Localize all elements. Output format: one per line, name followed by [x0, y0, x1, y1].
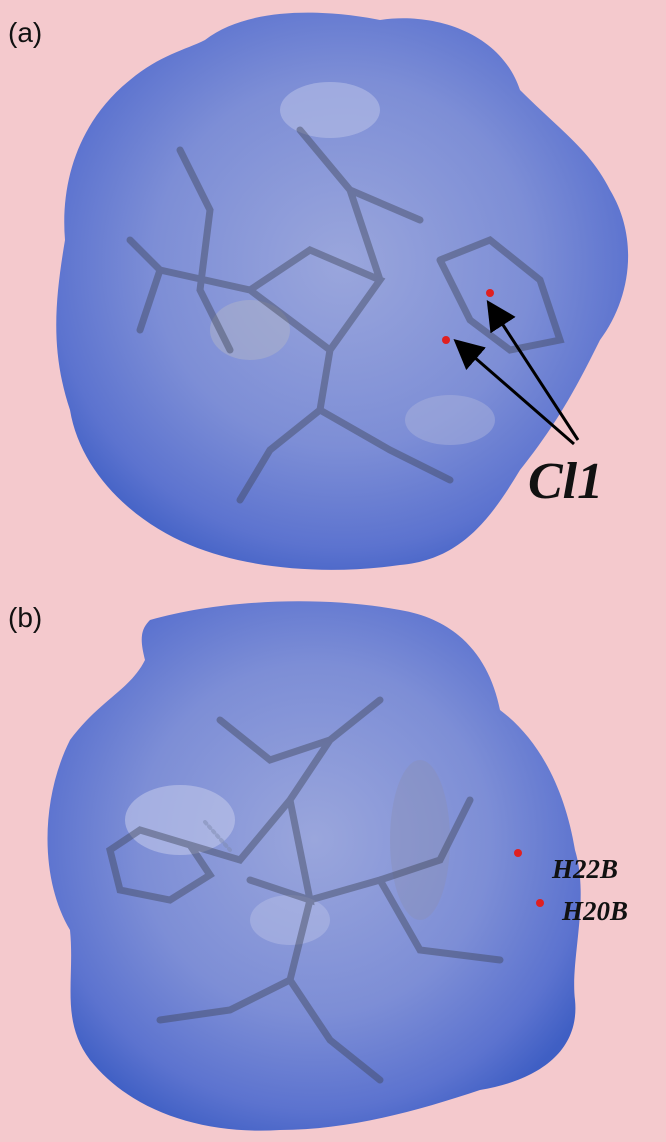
- contact-spot: [442, 336, 450, 344]
- atom-label: Cl1: [528, 453, 603, 510]
- figure: (a) Cl1 (b) H22B H20B: [0, 0, 666, 1142]
- contact-spot: [536, 899, 544, 907]
- panel-label: (a): [8, 17, 42, 48]
- atom-label: H22B: [551, 854, 618, 884]
- atom-label: H20B: [561, 896, 628, 926]
- panel-label: (b): [8, 602, 42, 633]
- contact-spot: [514, 849, 522, 857]
- contact-spot: [486, 289, 494, 297]
